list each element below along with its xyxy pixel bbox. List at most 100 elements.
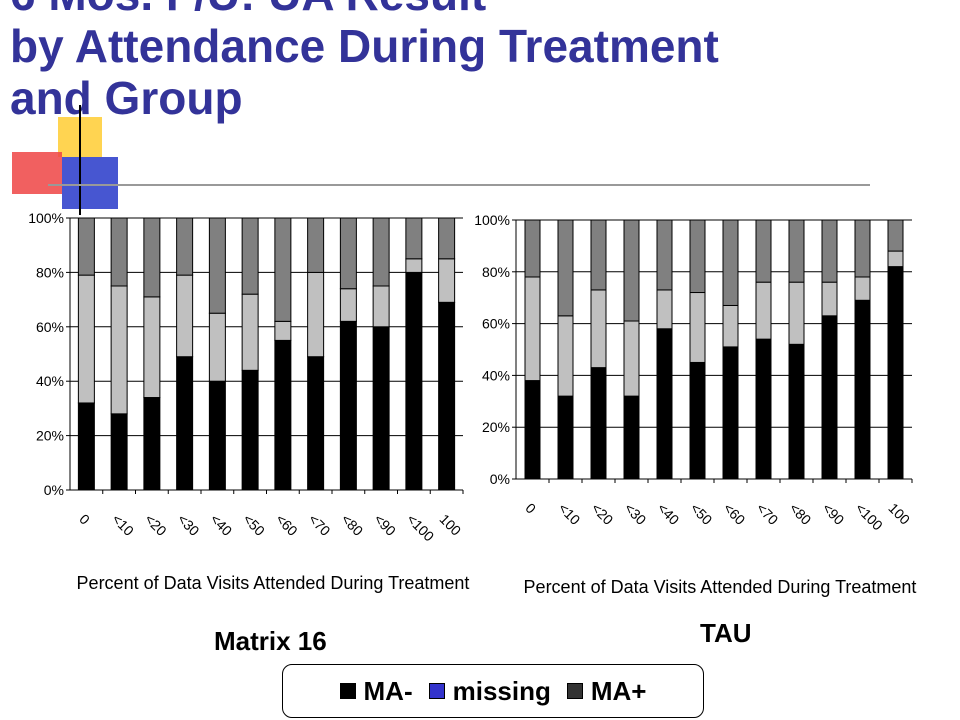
matrix-bar-missing xyxy=(372,285,390,328)
tau-bar-ma-positive xyxy=(887,219,904,252)
tau-bar-missing xyxy=(887,250,904,268)
matrix-bar-ma-negative xyxy=(241,369,259,491)
legend-label-ma-positive: MA+ xyxy=(590,675,647,706)
tau-x-tick-label: <20 xyxy=(588,500,616,528)
matrix-x-tick-label: <20 xyxy=(142,511,170,539)
tau-bar-ma-positive xyxy=(524,219,541,278)
charts-area: 0%20%40%60%80%100%0 <10 <20 <30 <40 <50 <60 <70… xyxy=(28,210,917,597)
tau-bar-ma-negative xyxy=(689,361,706,480)
tau-bar-ma-negative xyxy=(755,338,772,480)
tau-bar-ma-negative xyxy=(887,266,904,480)
matrix-bar-ma-negative xyxy=(274,339,292,491)
matrix-bar-missing xyxy=(143,296,161,399)
matrix-bar-missing xyxy=(274,320,292,341)
matrix-x-tick-label: <40 xyxy=(207,511,235,539)
tau-x-axis-title: Percent of Data Visits Attended During T… xyxy=(524,577,917,597)
matrix-x-tick-label: <60 xyxy=(273,511,301,539)
slide-title: 6 Mos. F/U: UA Result by Attendance Duri… xyxy=(10,0,950,124)
matrix-bar-missing xyxy=(339,288,357,322)
tau-bar-ma-negative xyxy=(623,395,640,480)
tau-x-tick-label: <50 xyxy=(687,500,715,528)
tau-bar-missing xyxy=(656,289,673,330)
tau-x-tick-label: <10 xyxy=(555,500,583,528)
matrix-bar-ma-negative xyxy=(208,380,226,491)
tau-x-tick-label: 0 xyxy=(522,500,539,517)
tau-bar-ma-positive xyxy=(722,219,739,306)
tau-bar-missing xyxy=(557,315,574,397)
legend-swatch-missing xyxy=(428,683,445,699)
tau-bar-missing xyxy=(689,292,706,363)
tau-x-tick-label: <90 xyxy=(819,500,847,528)
matrix-bar-ma-positive xyxy=(143,217,161,298)
tau-x-tick-label: <100 xyxy=(852,500,886,534)
matrix-bar-missing xyxy=(438,258,456,303)
tau-y-tick-label: 80% xyxy=(482,264,510,280)
slide-title-line-1: 6 Mos. F/U: UA Result xyxy=(10,0,950,20)
matrix-bar-ma-negative xyxy=(307,356,325,491)
matrix-bar-ma-negative xyxy=(438,301,456,491)
tau-bar-missing xyxy=(854,276,871,301)
tau-bar-ma-positive xyxy=(623,219,640,322)
matrix-bar-ma-positive xyxy=(110,217,128,287)
legend-swatch-ma-positive xyxy=(566,683,583,699)
matrix-bar-ma-positive xyxy=(77,217,95,276)
tau-bar-missing xyxy=(788,281,805,345)
matrix-bar-missing xyxy=(176,274,194,358)
matrix-bar-ma-negative xyxy=(110,413,128,491)
matrix-x-tick-label: <90 xyxy=(371,511,399,539)
legend-item-missing: missing xyxy=(428,675,551,707)
decor-red-square xyxy=(12,152,62,194)
matrix-y-tick-label: 80% xyxy=(36,264,64,280)
tau-bar-ma-negative xyxy=(722,346,739,480)
tau-bar-ma-positive xyxy=(821,219,838,283)
matrix-bar-missing xyxy=(110,285,128,415)
tau-bar-ma-negative xyxy=(788,343,805,480)
slide-title-line-2: by Attendance During Treatment xyxy=(10,20,719,72)
chart-legend: MA- missing MA+ xyxy=(282,664,704,718)
tau-y-tick-label: 20% xyxy=(482,419,510,435)
tau-bar-ma-negative xyxy=(590,367,607,480)
matrix-bar-missing xyxy=(307,271,325,358)
matrix-bar-ma-positive xyxy=(438,217,456,260)
matrix-x-tick-label: <30 xyxy=(175,511,203,539)
tau-y-tick-label: 100% xyxy=(474,212,510,228)
title-decoration xyxy=(12,105,870,215)
legend-item-ma-negative: MA- xyxy=(339,675,413,707)
matrix-x-axis-title: Percent of Data Visits Attended During T… xyxy=(77,573,470,593)
matrix-bar-ma-positive xyxy=(176,217,194,276)
matrix-bar-ma-negative xyxy=(405,271,423,491)
tau-bar-ma-negative xyxy=(656,328,673,480)
matrix-bar-ma-negative xyxy=(143,397,161,491)
legend-item-ma-positive: MA+ xyxy=(566,675,647,707)
matrix-bar-ma-negative xyxy=(176,356,194,491)
legend-label-missing: missing xyxy=(452,675,551,706)
slide-title-line-3: and Group xyxy=(10,72,243,124)
tau-bar-ma-negative xyxy=(557,395,574,480)
matrix-bar-ma-positive xyxy=(405,217,423,260)
chart-caption-tau: TAU xyxy=(700,618,752,648)
tau-bar-ma-negative xyxy=(821,315,838,480)
matrix-y-tick-label: 0% xyxy=(44,482,64,498)
tau-y-tick-label: 60% xyxy=(482,316,510,332)
tau-bar-ma-positive xyxy=(788,219,805,283)
matrix-x-tick-label: <10 xyxy=(109,511,137,539)
matrix-bar-ma-positive xyxy=(274,217,292,322)
matrix-bar-ma-negative xyxy=(372,326,390,491)
tau-bar-missing xyxy=(821,281,838,317)
tau-bar-ma-positive xyxy=(590,219,607,291)
matrix-bar-ma-negative xyxy=(339,320,357,491)
matrix-bar-missing xyxy=(241,293,259,371)
tau-x-tick-label: <60 xyxy=(720,500,748,528)
tau-bar-ma-positive xyxy=(557,219,574,317)
tau-bar-ma-positive xyxy=(656,219,673,291)
matrix-bar-missing xyxy=(405,258,423,273)
matrix-bar-missing xyxy=(77,274,95,404)
matrix-y-tick-label: 60% xyxy=(36,319,64,335)
matrix-bar-ma-positive xyxy=(208,217,226,314)
legend-label-ma-negative: MA- xyxy=(363,675,413,706)
matrix-bar-missing xyxy=(208,312,226,382)
tau-x-tick-label: <40 xyxy=(654,500,682,528)
matrix-x-tick-label: <100 xyxy=(404,511,438,545)
tau-bar-missing xyxy=(623,320,640,397)
matrix-bar-ma-negative xyxy=(77,402,95,491)
